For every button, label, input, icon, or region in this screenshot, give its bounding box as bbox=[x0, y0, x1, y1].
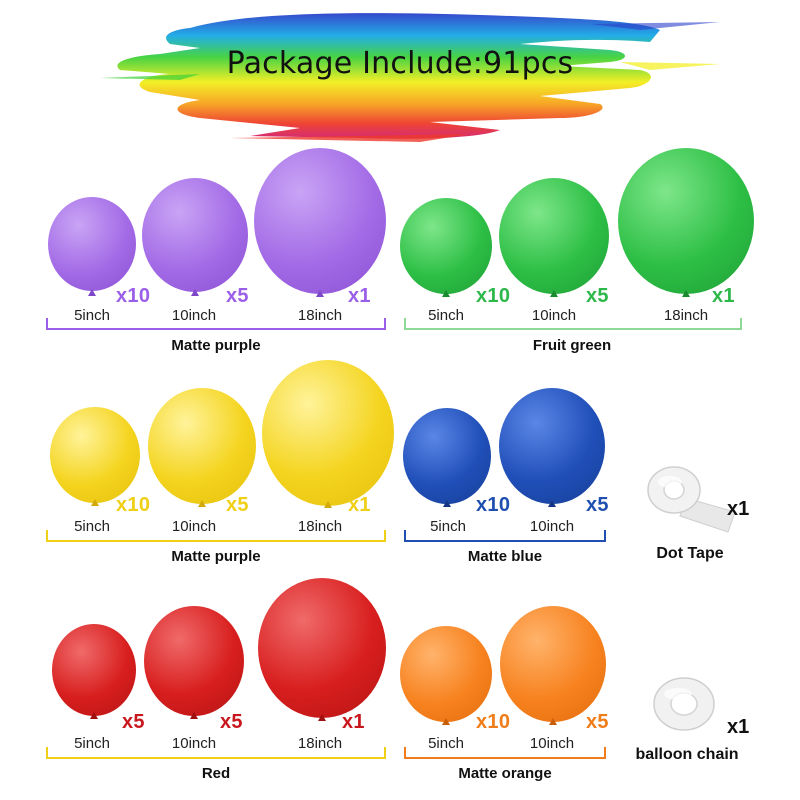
quantity-label: x5 bbox=[586, 285, 609, 307]
size-label: 5inch bbox=[428, 735, 464, 752]
balloon-5inch bbox=[50, 407, 140, 503]
balloon-knot bbox=[318, 714, 326, 721]
balloon-knot bbox=[91, 499, 99, 506]
balloon-18inch bbox=[262, 360, 394, 506]
dot-tape-roll-icon bbox=[647, 466, 736, 533]
balloon-knot bbox=[442, 290, 450, 297]
balloon-10inch bbox=[499, 178, 609, 294]
quantity-label: x10 bbox=[116, 494, 151, 516]
page-title: Package Include:91pcs bbox=[226, 46, 574, 81]
quantity-label: x10 bbox=[116, 285, 151, 307]
quantity-label: x10 bbox=[476, 711, 511, 733]
quantity-label: x1 bbox=[348, 494, 371, 516]
size-label: 10inch bbox=[529, 518, 575, 535]
balloon-10inch bbox=[144, 606, 244, 716]
balloon-18inch bbox=[618, 148, 754, 294]
balloon-18inch bbox=[258, 578, 386, 718]
group-name: Matte purple bbox=[171, 548, 261, 565]
balloon-knot bbox=[443, 500, 451, 507]
size-label: 5inch bbox=[74, 735, 110, 752]
balloon-knot bbox=[88, 289, 96, 296]
group-name: Matte purple bbox=[171, 337, 261, 354]
size-label: 10inch bbox=[171, 518, 217, 535]
balloon-18inch bbox=[254, 148, 386, 294]
size-label: 10inch bbox=[171, 735, 217, 752]
size-label: 10inch bbox=[531, 307, 577, 324]
quantity-label: x5 bbox=[586, 711, 609, 733]
balloon-10inch bbox=[148, 388, 256, 504]
accessory-quantity: x1 bbox=[727, 498, 750, 520]
rainbow-brush-banner bbox=[100, 13, 720, 142]
balloon-5inch bbox=[48, 197, 136, 291]
accessory-quantity: x1 bbox=[727, 716, 750, 738]
balloon-knot bbox=[442, 718, 450, 725]
size-label: 10inch bbox=[529, 735, 575, 752]
balloon-knot bbox=[682, 290, 690, 297]
size-label: 18inch bbox=[297, 735, 343, 752]
size-label: 10inch bbox=[171, 307, 217, 324]
quantity-label: x5 bbox=[220, 711, 243, 733]
size-label: 5inch bbox=[74, 518, 110, 535]
balloon-knot bbox=[191, 289, 199, 296]
quantity-label: x1 bbox=[712, 285, 735, 307]
accessory-label: balloon chain bbox=[635, 746, 739, 763]
group-bracket bbox=[404, 530, 606, 542]
size-label: 5inch bbox=[430, 518, 466, 535]
quantity-label: x5 bbox=[226, 285, 249, 307]
balloon-knot bbox=[549, 718, 557, 725]
balloon-knot bbox=[90, 712, 98, 719]
quantity-label: x1 bbox=[342, 711, 365, 733]
quantity-label: x1 bbox=[348, 285, 371, 307]
quantity-label: x10 bbox=[476, 285, 511, 307]
quantity-label: x5 bbox=[586, 494, 609, 516]
balloon-5inch bbox=[403, 408, 491, 504]
group-name: Matte orange bbox=[458, 765, 552, 782]
quantity-label: x5 bbox=[122, 711, 145, 733]
quantity-label: x5 bbox=[226, 494, 249, 516]
size-label: 18inch bbox=[663, 307, 709, 324]
group-name: Red bbox=[201, 765, 231, 782]
balloon-5inch bbox=[400, 198, 492, 294]
balloon-knot bbox=[316, 290, 324, 297]
size-label: 5inch bbox=[74, 307, 110, 324]
accessory-label: Dot Tape bbox=[656, 545, 724, 562]
group-bracket bbox=[46, 747, 386, 759]
balloon-10inch bbox=[500, 606, 606, 722]
group-bracket bbox=[404, 747, 606, 759]
balloon-5inch bbox=[400, 626, 492, 722]
balloon-10inch bbox=[142, 178, 248, 292]
size-label: 5inch bbox=[428, 307, 464, 324]
group-bracket bbox=[46, 318, 386, 330]
balloon-knot bbox=[548, 500, 556, 507]
group-bracket bbox=[46, 530, 386, 542]
balloon-knot bbox=[198, 500, 206, 507]
size-label: 18inch bbox=[297, 518, 343, 535]
balloon-knot bbox=[550, 290, 558, 297]
size-label: 18inch bbox=[297, 307, 343, 324]
balloon-10inch bbox=[499, 388, 605, 504]
balloon-knot bbox=[324, 501, 332, 508]
balloon-5inch bbox=[52, 624, 136, 716]
group-name: Matte blue bbox=[467, 548, 543, 565]
group-bracket bbox=[404, 318, 742, 330]
balloon-knot bbox=[190, 712, 198, 719]
balloon-chain-roll-icon bbox=[653, 677, 715, 731]
group-name: Fruit green bbox=[532, 337, 612, 354]
quantity-label: x10 bbox=[476, 494, 511, 516]
